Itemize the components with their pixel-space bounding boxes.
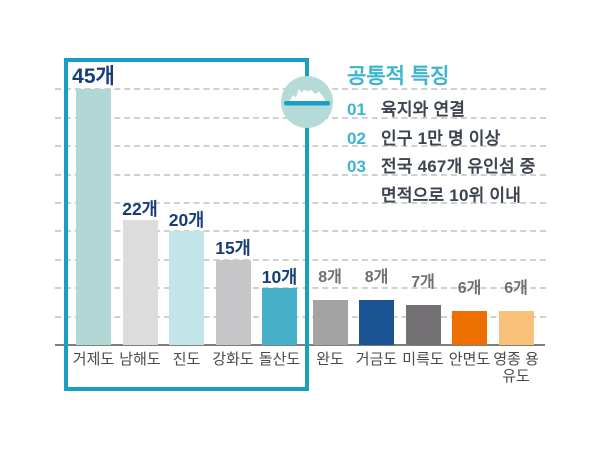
legend-item-1: 01 육지와 연결	[347, 95, 465, 120]
bar-value-label-남해도: 22개	[122, 198, 158, 219]
bar-category-label-미륵도: 미륵도	[402, 351, 444, 368]
bar-안면도	[452, 310, 487, 345]
bar-남해도	[122, 220, 158, 345]
x-axis-line	[55, 344, 545, 346]
bar-category-label-남해도: 남해도	[119, 351, 161, 368]
legend-item-text: 인구 1만 명 이상	[381, 128, 501, 148]
bar-category-label-영종-용유도: 영종 용유도	[493, 351, 539, 385]
island-waterline	[284, 101, 330, 106]
bar-영종-용유도	[498, 310, 534, 345]
bar-value-label-완도: 8개	[318, 268, 342, 286]
gridline-35	[55, 145, 546, 148]
bar-진도	[169, 231, 204, 345]
legend-item-text: 면적으로 10위 이내	[381, 185, 522, 205]
bar-미륵도	[405, 305, 441, 345]
legend-item-text: 전국 467개 유인섬 중	[381, 157, 536, 176]
island-peak-accent	[303, 87, 307, 91]
bar-거금도	[359, 299, 394, 345]
bar-돌산도	[262, 288, 297, 345]
bar-거제도	[76, 89, 111, 345]
bar-value-label-영종-용유도: 6개	[504, 279, 528, 297]
bar-category-label-안면도: 안면도	[448, 351, 491, 368]
gridline-25	[55, 202, 546, 204]
legend-item-number: 03	[347, 157, 366, 176]
legend-item-2: 02 인구 1만 명 이상	[347, 124, 500, 149]
highlight-frame	[64, 58, 309, 391]
bar-category-label-진도: 진도	[172, 351, 201, 368]
legend-item-number: 01	[347, 100, 366, 119]
bar-value-label-돌산도: 10개	[261, 266, 298, 287]
bar-완도	[312, 299, 348, 345]
bar-value-label-거제도: 45개	[72, 65, 115, 89]
gridline-30	[55, 173, 546, 176]
island-badge	[281, 76, 333, 128]
gridline-20	[55, 230, 546, 233]
legend-item-number: 02	[347, 128, 366, 148]
gridline-5	[55, 315, 546, 318]
bar-value-label-미륵도: 7개	[411, 274, 435, 292]
legend-title: 공통적 특징	[347, 65, 450, 88]
bar-category-label-거제도: 거제도	[72, 351, 115, 368]
bar-value-label-안면도: 6개	[457, 279, 482, 297]
bar-category-label-완도: 완도	[316, 351, 344, 368]
legend-item-3-continued: 면적으로 10위 이내	[347, 181, 521, 206]
bar-category-label-돌산도: 돌산도	[258, 351, 301, 368]
legend-item-text: 육지와 연결	[381, 100, 466, 119]
bar-category-label-강화도: 강화도	[212, 351, 254, 368]
bar-강화도	[215, 259, 251, 345]
island-icon	[284, 87, 330, 106]
bar-value-label-진도: 20개	[168, 209, 205, 230]
island-mountain-shape	[289, 87, 326, 102]
bar-category-label-거금도: 거금도	[355, 351, 398, 368]
bar-value-label-강화도: 15개	[215, 238, 251, 259]
gridline-10	[55, 287, 546, 290]
bar-value-label-거금도: 8개	[364, 268, 389, 286]
legend-item-3: 03 전국 467개 유인섬 중	[347, 152, 536, 177]
gridline-15	[55, 258, 546, 261]
